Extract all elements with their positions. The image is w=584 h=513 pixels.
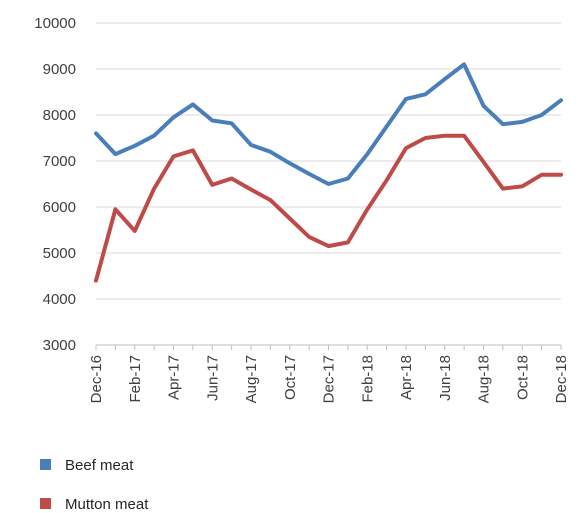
x-tick-label: Dec-18 xyxy=(553,355,570,403)
y-tick-label: 4000 xyxy=(43,291,76,308)
series-lines xyxy=(94,62,563,283)
x-tick-label: Feb-18 xyxy=(359,355,376,403)
x-tick-label: Apr-17 xyxy=(166,355,183,400)
legend-swatch-beef xyxy=(40,459,51,470)
legend-label-mutton: Mutton meat xyxy=(65,496,149,513)
legend-swatch-mutton xyxy=(40,498,51,509)
x-axis-tick-labels: Dec-16 Feb-17 Apr-17 Jun-17 Aug-17 Oct-17 Dec-… xyxy=(88,355,570,403)
x-tick-label: Aug-18 xyxy=(476,355,493,403)
y-tick-label: 5000 xyxy=(43,245,76,262)
series-line-beef xyxy=(94,62,563,186)
x-tick-label: Dec-16 xyxy=(88,355,105,403)
x-axis xyxy=(95,344,562,350)
y-tick-label: 10000 xyxy=(34,15,76,32)
x-tick-label: Apr-18 xyxy=(398,355,415,400)
legend-label-beef: Beef meat xyxy=(65,457,134,474)
y-tick-label: 6000 xyxy=(43,199,76,216)
y-tick-label: 7000 xyxy=(43,153,76,170)
x-tick-label: Oct-17 xyxy=(282,355,299,400)
x-tick-label: Oct-18 xyxy=(514,355,531,400)
x-tick-label: Aug-17 xyxy=(243,355,260,403)
x-tick-label: Jun-18 xyxy=(437,355,454,401)
y-tick-label: 9000 xyxy=(43,61,76,78)
legend: Beef meat Mutton meat xyxy=(40,457,149,513)
y-tick-label: 3000 xyxy=(43,337,76,354)
y-tick-label: 8000 xyxy=(43,107,76,124)
x-tick-label: Feb-17 xyxy=(127,355,144,403)
legend-item-beef: Beef meat xyxy=(40,457,134,474)
gridlines xyxy=(96,22,561,300)
x-tick-label: Jun-17 xyxy=(204,355,221,401)
x-tick-label: Dec-17 xyxy=(321,355,338,403)
series-line-mutton xyxy=(94,133,563,283)
legend-item-mutton: Mutton meat xyxy=(40,496,149,513)
y-axis-tick-labels: 3000 4000 5000 6000 7000 8000 9000 10000 xyxy=(34,15,76,354)
